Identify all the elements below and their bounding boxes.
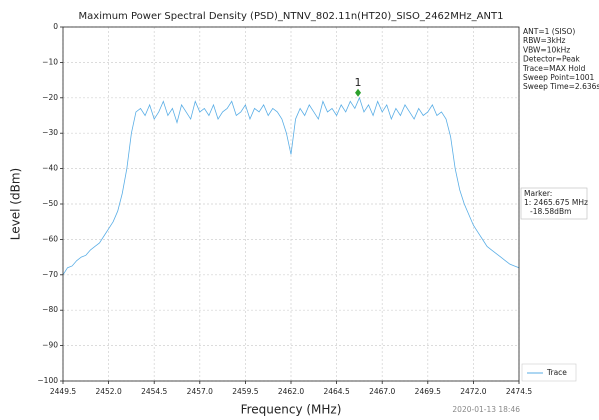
chart-title: Maximum Power Spectral Density (PSD)_NTN… [79,11,504,22]
y-tick-label: −90 [42,341,58,350]
x-tick-label: 2454.5 [141,387,167,396]
legend-label: Trace [546,368,567,377]
trace-line [62,96,520,276]
x-tick-label: 2469.5 [415,387,441,396]
x-tick-label: 2474.5 [506,387,532,396]
x-tick-label: 2467.0 [369,387,395,396]
x-tick-label: 2464.5 [323,387,349,396]
marker-label: 1 [355,76,362,89]
x-tick-label: 2449.5 [50,387,76,396]
y-tick-label: −10 [42,57,58,66]
y-tick-label: −80 [42,305,58,314]
plot-frame [62,26,520,382]
y-tick-label: −30 [42,128,58,137]
info-line: RBW=3kHz [523,36,566,45]
legend-box [521,363,577,382]
y-axis-label: Level (dBm) [9,168,23,240]
y-tick-label: −20 [42,93,58,102]
y-tick-label: −50 [42,199,58,208]
y-tick-label: −60 [42,234,58,243]
y-tick-label: 0 [53,22,58,31]
x-tick-label: 2472.0 [460,387,486,396]
x-tick-label: 2462.0 [278,387,304,396]
marker-box-line: -18.58dBm [530,207,571,216]
info-line: VBW=10kHz [523,45,570,54]
x-tick-label: 2457.0 [187,387,213,396]
marker-box-line: Marker: [524,189,552,198]
marker-box [520,187,588,220]
y-tick-label: −100 [37,376,58,385]
x-tick-label: 2459.5 [232,387,258,396]
info-line: Sweep Time=2.636s [523,82,599,91]
x-tick-label: 2452.0 [95,387,121,396]
info-line: ANT=1 (SISO) [523,27,575,36]
marker-point [355,88,362,97]
info-line: Trace=MAX Hold [522,64,586,73]
marker-box-line: 1: 2465.675 MHz [524,198,588,207]
info-line: Detector=Peak [523,55,580,64]
y-tick-label: −70 [42,270,58,279]
x-axis-label: Frequency (MHz) [241,403,342,417]
y-tick-label: −40 [42,164,58,173]
timestamp: 2020-01-13 18:46 [452,405,520,414]
info-line: Sweep Point=1001 [523,73,594,82]
